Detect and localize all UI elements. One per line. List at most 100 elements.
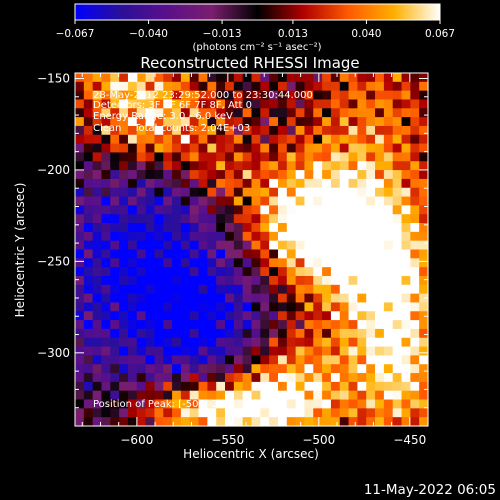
heatmap-cell <box>92 152 103 162</box>
heatmap-cell <box>75 275 85 286</box>
heatmap-cell <box>225 417 235 427</box>
heatmap-cell <box>172 223 182 233</box>
heatmap-cell <box>392 320 403 330</box>
heatmap-cell <box>225 152 235 162</box>
heatmap-cell <box>251 187 261 198</box>
heatmap-cell <box>242 161 253 171</box>
heatmap-cell <box>163 311 173 321</box>
heatmap-cell <box>75 284 85 295</box>
heatmap-cell <box>172 373 182 383</box>
heatmap-cell <box>101 81 111 92</box>
heatmap-cell <box>330 152 341 162</box>
heatmap-cell <box>233 390 244 401</box>
heatmap-cell <box>357 223 367 233</box>
heatmap-cell <box>357 417 367 427</box>
heatmap-cell <box>313 161 323 171</box>
heatmap-cell <box>401 320 411 330</box>
heatmap-cell <box>251 73 261 83</box>
heatmap-cell <box>375 178 385 189</box>
heatmap-cell <box>339 337 350 348</box>
heatmap-cell <box>330 231 341 242</box>
heatmap-cell <box>260 196 270 206</box>
heatmap-cell <box>110 320 120 330</box>
heatmap-cell <box>101 108 111 118</box>
heatmap-cell <box>322 117 332 127</box>
heatmap-cell <box>392 399 403 409</box>
heatmap-cell <box>154 302 164 312</box>
heatmap-cell <box>119 364 129 374</box>
heatmap-cell <box>313 187 323 198</box>
heatmap-cell <box>419 134 429 145</box>
heatmap-cell <box>83 81 94 92</box>
heatmap-cell <box>127 240 138 251</box>
heatmap-cell <box>242 258 253 268</box>
heatmap-cell <box>136 267 147 277</box>
heatmap-cell <box>357 328 367 339</box>
heatmap-cell <box>348 364 358 374</box>
heatmap-cell <box>154 417 164 427</box>
heatmap-cell <box>410 170 420 180</box>
heatmap-cell <box>322 205 332 215</box>
heatmap-cell <box>339 258 350 268</box>
heatmap-cell <box>225 223 235 233</box>
heatmap-cell <box>269 117 279 127</box>
heatmap-cell <box>295 73 306 83</box>
heatmap-cell <box>163 399 173 409</box>
heatmap-cell <box>145 311 156 321</box>
heatmap-cell <box>269 390 279 401</box>
heatmap-cell <box>242 108 253 118</box>
heatmap-cell <box>357 170 367 180</box>
heatmap-cell <box>251 355 261 365</box>
heatmap-cell <box>330 240 341 251</box>
heatmap-cell <box>145 170 156 180</box>
heatmap-cell <box>304 90 314 101</box>
heatmap-cell <box>419 381 429 392</box>
x-tick-label-0: −600 <box>120 433 153 447</box>
heatmap-cell <box>410 381 420 392</box>
heatmap-cell <box>154 346 164 356</box>
heatmap-cell <box>260 258 270 268</box>
heatmap-cell <box>75 417 85 427</box>
heatmap-cell <box>419 73 429 83</box>
heatmap-cell <box>383 178 394 189</box>
heatmap-cell <box>136 73 147 83</box>
heatmap-cell <box>225 355 235 365</box>
heatmap-cell <box>198 214 208 224</box>
heatmap-cell <box>277 302 288 312</box>
heatmap-cell <box>401 293 411 304</box>
heatmap-cell <box>189 152 200 162</box>
heatmap-cell <box>233 161 244 171</box>
heatmap-cell <box>163 408 173 418</box>
heatmap-cell <box>172 143 182 154</box>
heatmap-cell <box>207 267 217 277</box>
heatmap-cell <box>119 284 129 295</box>
heatmap-cell <box>92 170 103 180</box>
heatmap-cell <box>136 346 147 356</box>
heatmap-cell <box>304 223 314 233</box>
heatmap-cell <box>419 373 429 383</box>
heatmap-cell <box>357 320 367 330</box>
heatmap-cell <box>145 284 156 295</box>
heatmap-cell <box>375 214 385 224</box>
heatmap-cell <box>357 134 367 145</box>
heatmap-cell <box>92 364 103 374</box>
heatmap-cell <box>419 161 429 171</box>
heatmap-cell <box>286 364 297 374</box>
heatmap-cell <box>198 302 208 312</box>
heatmap-cell <box>163 373 173 383</box>
heatmap-cell <box>383 143 394 154</box>
heatmap-cell <box>242 214 253 224</box>
heatmap-cell <box>357 90 367 101</box>
heatmap-cell <box>242 293 253 304</box>
heatmap-cell <box>75 99 85 109</box>
heatmap-cell <box>119 231 129 242</box>
heatmap-cell <box>189 284 200 295</box>
heatmap-cell <box>419 214 429 224</box>
heatmap-cell <box>242 223 253 233</box>
heatmap-cell <box>366 373 376 383</box>
heatmap-cell <box>216 249 226 259</box>
heatmap-cell <box>269 196 279 206</box>
heatmap-cell <box>295 143 306 154</box>
heatmap-cell <box>172 302 182 312</box>
heatmap-cell <box>313 108 323 118</box>
